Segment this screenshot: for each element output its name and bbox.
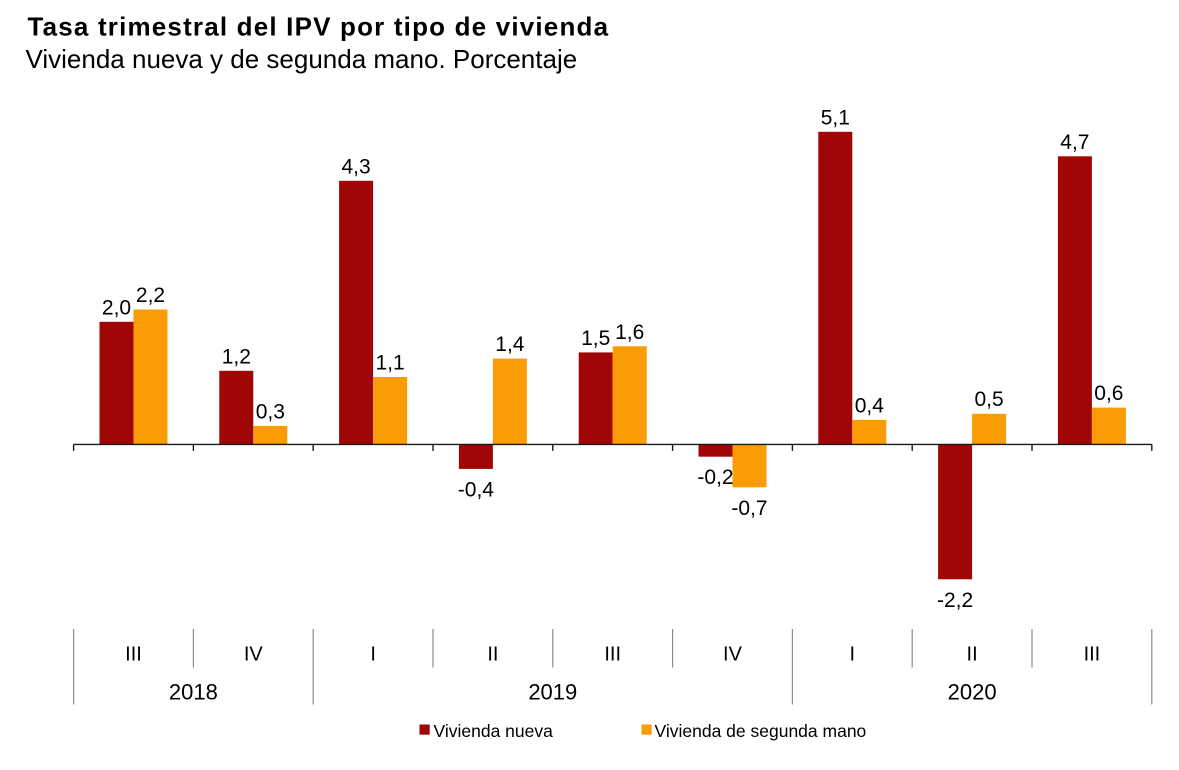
svg-text:Vivienda de segunda mano: Vivienda de segunda mano [655, 721, 867, 741]
svg-text:0,3: 0,3 [256, 401, 285, 424]
svg-text:III: III [125, 644, 142, 666]
svg-text:IV: IV [244, 644, 264, 666]
svg-text:2020: 2020 [948, 680, 997, 705]
svg-text:1,4: 1,4 [495, 333, 525, 356]
svg-text:0,4: 0,4 [855, 394, 885, 417]
svg-text:2019: 2019 [528, 680, 577, 705]
svg-text:1,5: 1,5 [581, 327, 610, 350]
svg-text:I: I [850, 644, 856, 666]
svg-text:-0,2: -0,2 [697, 466, 733, 489]
svg-text:4,3: 4,3 [341, 155, 370, 178]
svg-text:Vivienda nueva y de segunda ma: Vivienda nueva y de segunda mano. Porcen… [26, 44, 578, 74]
svg-text:Vivienda nueva: Vivienda nueva [434, 721, 554, 741]
svg-text:III: III [604, 644, 621, 666]
svg-text:4,7: 4,7 [1060, 131, 1089, 154]
svg-text:III: III [1084, 644, 1101, 666]
svg-text:0,6: 0,6 [1094, 382, 1123, 405]
svg-text:I: I [370, 644, 376, 666]
svg-text:2018: 2018 [169, 680, 218, 705]
svg-text:1,1: 1,1 [375, 352, 404, 375]
svg-text:-0,4: -0,4 [458, 478, 495, 501]
svg-text:5,1: 5,1 [821, 106, 850, 129]
svg-text:II: II [967, 644, 978, 666]
svg-text:IV: IV [723, 644, 743, 666]
svg-text:2,0: 2,0 [102, 296, 131, 319]
svg-text:0,5: 0,5 [974, 388, 1003, 411]
svg-text:II: II [487, 644, 498, 666]
svg-text:-0,7: -0,7 [731, 497, 767, 520]
svg-text:2,2: 2,2 [136, 284, 165, 307]
svg-text:1,2: 1,2 [222, 345, 251, 368]
svg-text:1,6: 1,6 [615, 321, 644, 344]
svg-text:-2,2: -2,2 [937, 589, 973, 612]
svg-text:Tasa trimestral del IPV por ti: Tasa trimestral del IPV por tipo de vivi… [28, 12, 610, 42]
